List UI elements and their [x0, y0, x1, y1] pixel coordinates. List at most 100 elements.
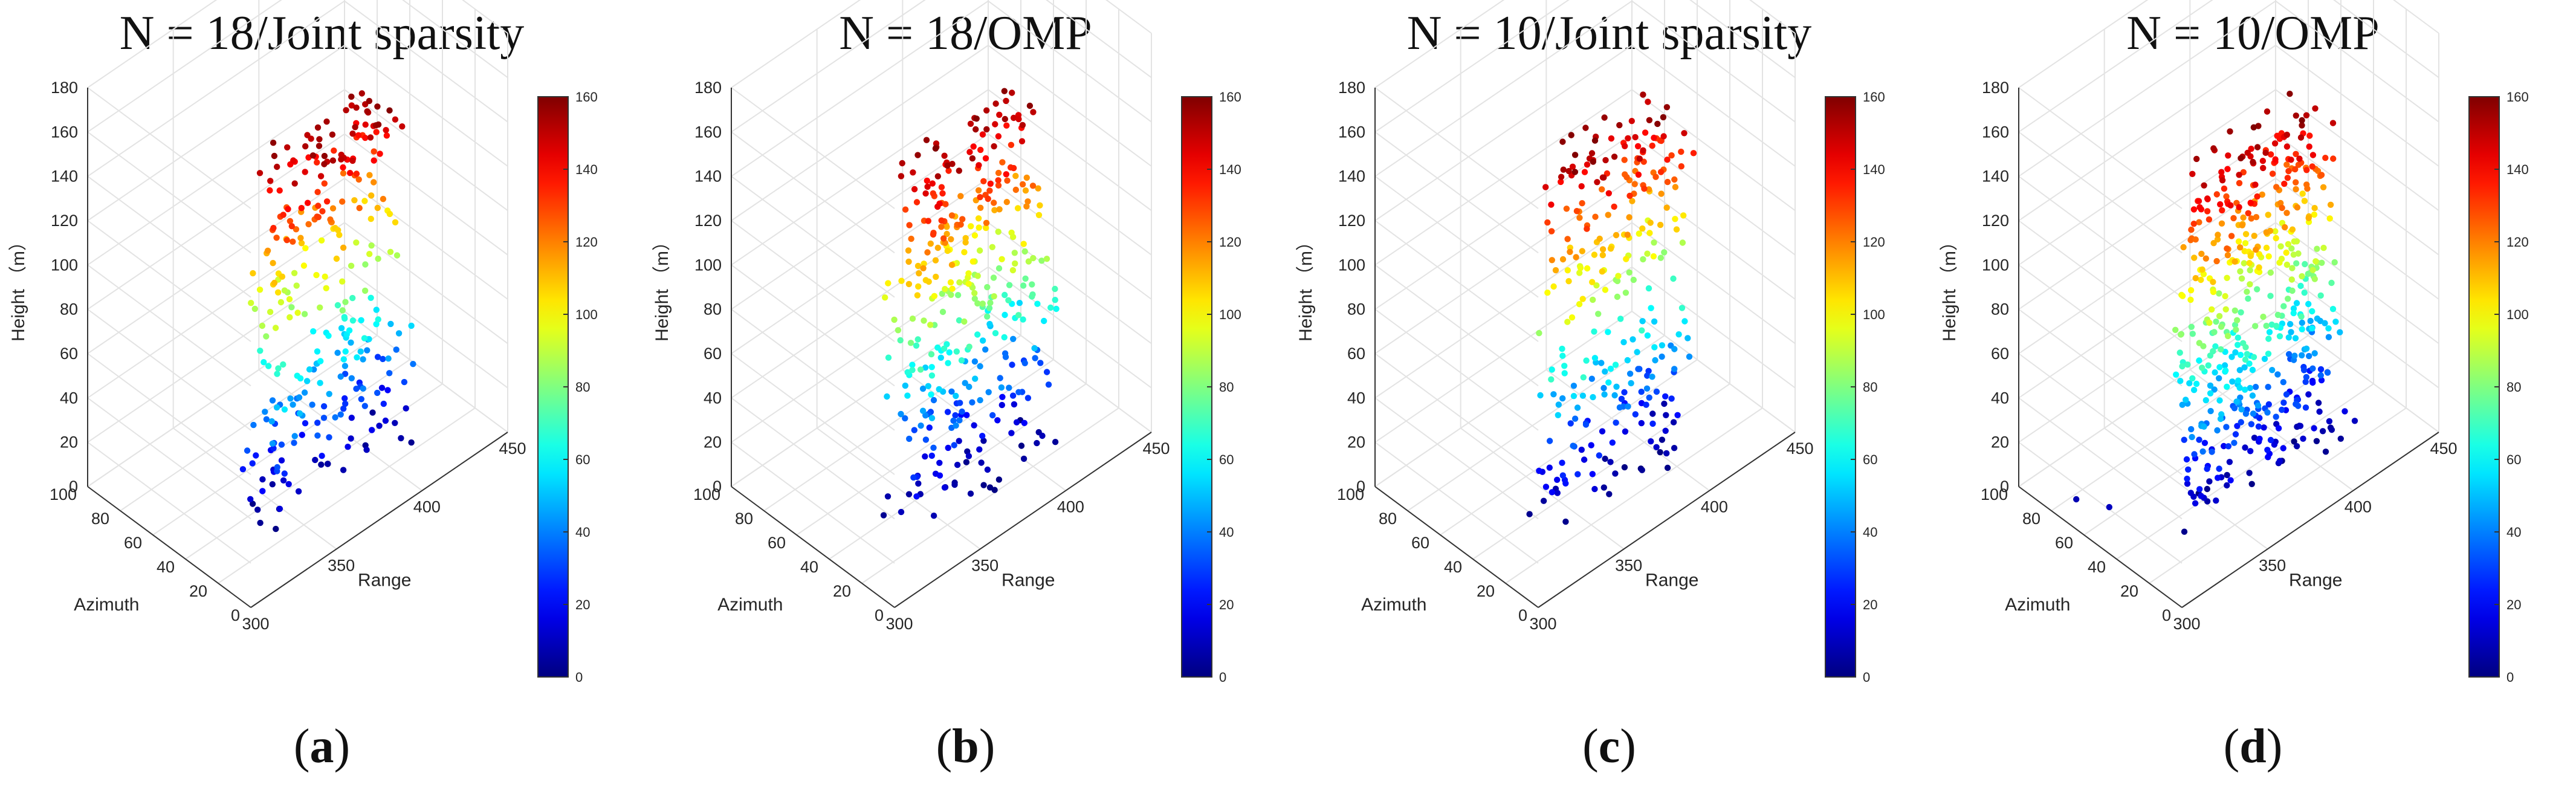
- data-point: [956, 438, 962, 444]
- data-point: [1629, 336, 1636, 343]
- data-point: [2293, 186, 2299, 193]
- data-point: [2303, 112, 2310, 118]
- data-point: [1673, 226, 1680, 233]
- data-point: [2198, 276, 2204, 283]
- data-point: [1648, 438, 1654, 445]
- data-point: [275, 365, 282, 372]
- data-point: [1663, 412, 1669, 418]
- wall-gridline: [2018, 353, 2183, 475]
- data-point: [1611, 392, 1618, 399]
- data-point: [1536, 329, 1542, 337]
- height-tick-label: 100: [1982, 256, 2009, 274]
- azimuth-tick-label: 80: [1379, 510, 1397, 528]
- data-point: [1660, 114, 1667, 121]
- data-point: [290, 238, 296, 245]
- data-point: [2326, 215, 2333, 222]
- data-point: [2210, 240, 2217, 247]
- data-point: [1651, 318, 1658, 325]
- wall-gridline: [1631, 89, 1796, 212]
- data-point: [1630, 276, 1637, 283]
- wall-gridline: [1631, 45, 1796, 167]
- data-point: [1002, 311, 1008, 319]
- data-point: [2254, 402, 2262, 409]
- azimuth-tick-label: 60: [2055, 534, 2073, 552]
- data-point: [2216, 290, 2222, 297]
- data-point: [1559, 352, 1566, 359]
- data-point: [355, 132, 362, 138]
- data-point: [1599, 268, 1605, 275]
- data-point: [882, 294, 888, 301]
- data-point: [913, 199, 921, 206]
- data-point: [2351, 418, 2358, 424]
- data-point: [1598, 360, 1605, 366]
- data-point: [1576, 215, 1583, 221]
- data-point: [2283, 161, 2290, 168]
- height-tick-label: 0: [69, 478, 78, 496]
- wall-gridline: [2018, 308, 2183, 431]
- data-point: [2288, 157, 2294, 163]
- data-point: [986, 484, 994, 491]
- data-point: [915, 480, 922, 487]
- data-point: [2277, 243, 2284, 250]
- data-point: [2285, 241, 2292, 248]
- data-point: [2172, 326, 2179, 333]
- data-point: [314, 124, 322, 131]
- data-point: [1009, 267, 1017, 274]
- data-point: [2198, 250, 2205, 257]
- colorbar: [1181, 96, 1212, 678]
- data-point: [1672, 216, 1678, 222]
- data-point: [2196, 436, 2202, 443]
- data-point: [932, 257, 939, 264]
- data-point: [306, 366, 313, 373]
- data-point: [968, 223, 974, 230]
- data-point: [273, 235, 280, 241]
- data-point: [2322, 448, 2329, 455]
- data-point: [1649, 142, 1655, 149]
- data-point: [880, 512, 887, 519]
- data-point: [2195, 198, 2202, 204]
- data-point: [2319, 428, 2326, 435]
- data-point: [1600, 384, 1607, 392]
- data-point: [373, 129, 380, 135]
- data-point: [2173, 371, 2180, 378]
- data-point: [2264, 447, 2271, 453]
- data-point: [267, 187, 273, 194]
- data-point: [922, 453, 928, 460]
- data-point: [1018, 138, 1026, 144]
- data-point: [1576, 270, 1583, 276]
- data-point: [930, 513, 937, 519]
- data-point: [1657, 254, 1664, 261]
- data-point: [2341, 408, 2348, 415]
- data-point: [2186, 380, 2193, 387]
- data-point: [371, 157, 377, 164]
- data-point: [928, 452, 935, 459]
- height-axis-label: Height （m）: [8, 233, 28, 342]
- data-point: [2207, 352, 2214, 359]
- data-point: [2188, 323, 2195, 330]
- wall-gridline: [1374, 0, 1570, 133]
- data-point: [2313, 438, 2320, 444]
- data-point: [1555, 401, 1562, 408]
- data-point: [2291, 438, 2297, 445]
- data-point: [297, 375, 304, 382]
- data-point: [348, 102, 355, 109]
- colorbar-tick-label: 40: [575, 525, 590, 540]
- data-point: [999, 393, 1006, 400]
- wall-gridline: [2275, 178, 2439, 300]
- data-point: [1053, 305, 1060, 312]
- data-point: [2191, 451, 2198, 458]
- data-point: [1659, 353, 1665, 360]
- data-point: [2311, 211, 2318, 218]
- height-tick-label: 100: [1338, 256, 1365, 274]
- data-point: [2284, 175, 2291, 181]
- height-tick-label: 60: [1991, 345, 2009, 363]
- wall-gridline: [1374, 131, 1539, 254]
- data-point: [965, 453, 972, 459]
- data-point: [375, 316, 381, 323]
- data-point: [1006, 282, 1013, 288]
- data-point: [1578, 446, 1585, 453]
- colorbar-tick-label: 20: [1219, 597, 1234, 612]
- data-point: [2205, 362, 2212, 369]
- wall-gridline: [731, 87, 895, 209]
- data-point: [995, 265, 1003, 272]
